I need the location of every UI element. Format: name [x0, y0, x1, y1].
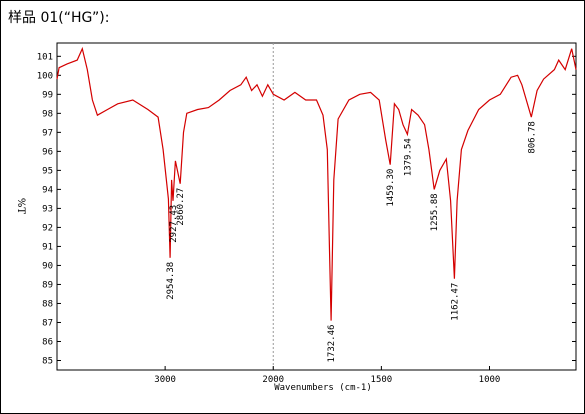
peak-label: 2954.38 [166, 262, 176, 300]
peak-label: 2927.43 [169, 205, 179, 243]
y-tick-label: 90 [42, 261, 53, 271]
y-tick-label: 101 [37, 52, 53, 62]
y-tick-label: 96 [42, 147, 53, 157]
y-tick-label: 87 [42, 318, 53, 328]
y-axis-label: %T [15, 198, 26, 215]
x-tick-label: 2000 [262, 375, 284, 385]
y-tick-label: 98 [42, 109, 53, 119]
y-tick-label: 86 [42, 337, 53, 347]
y-tick-label: 99 [42, 90, 53, 100]
x-tick-label: 3000 [154, 375, 176, 385]
page-title: 样品 01(“HG”): [8, 10, 110, 26]
peak-label: 2860.27 [176, 188, 186, 226]
y-tick-label: 88 [42, 299, 53, 309]
peak-label: 1732.46 [327, 325, 337, 363]
y-tick-label: 97 [42, 128, 53, 138]
peak-label: 1459.30 [386, 169, 396, 207]
peak-label: 806.78 [527, 121, 537, 154]
peak-label: 1162.47 [450, 283, 460, 321]
y-tick-label: 92 [42, 223, 53, 233]
y-tick-label: 85 [42, 356, 53, 366]
y-tick-label: 95 [42, 166, 53, 176]
y-tick-label: 93 [42, 204, 53, 214]
y-tick-label: 94 [42, 185, 53, 195]
y-tick-label: 100 [37, 71, 53, 81]
x-axis-label: Wavenumbers (cm-1) [274, 383, 372, 393]
peak-label: 1255.88 [430, 193, 440, 231]
x-tick-label: 1500 [371, 375, 393, 385]
peak-label: 1379.54 [403, 138, 413, 176]
y-tick-label: 89 [42, 280, 53, 290]
x-tick-label: 1000 [479, 375, 501, 385]
spectrum-line [56, 46, 577, 321]
y-tick-label: 91 [42, 242, 53, 252]
plot-frame [56, 42, 577, 371]
